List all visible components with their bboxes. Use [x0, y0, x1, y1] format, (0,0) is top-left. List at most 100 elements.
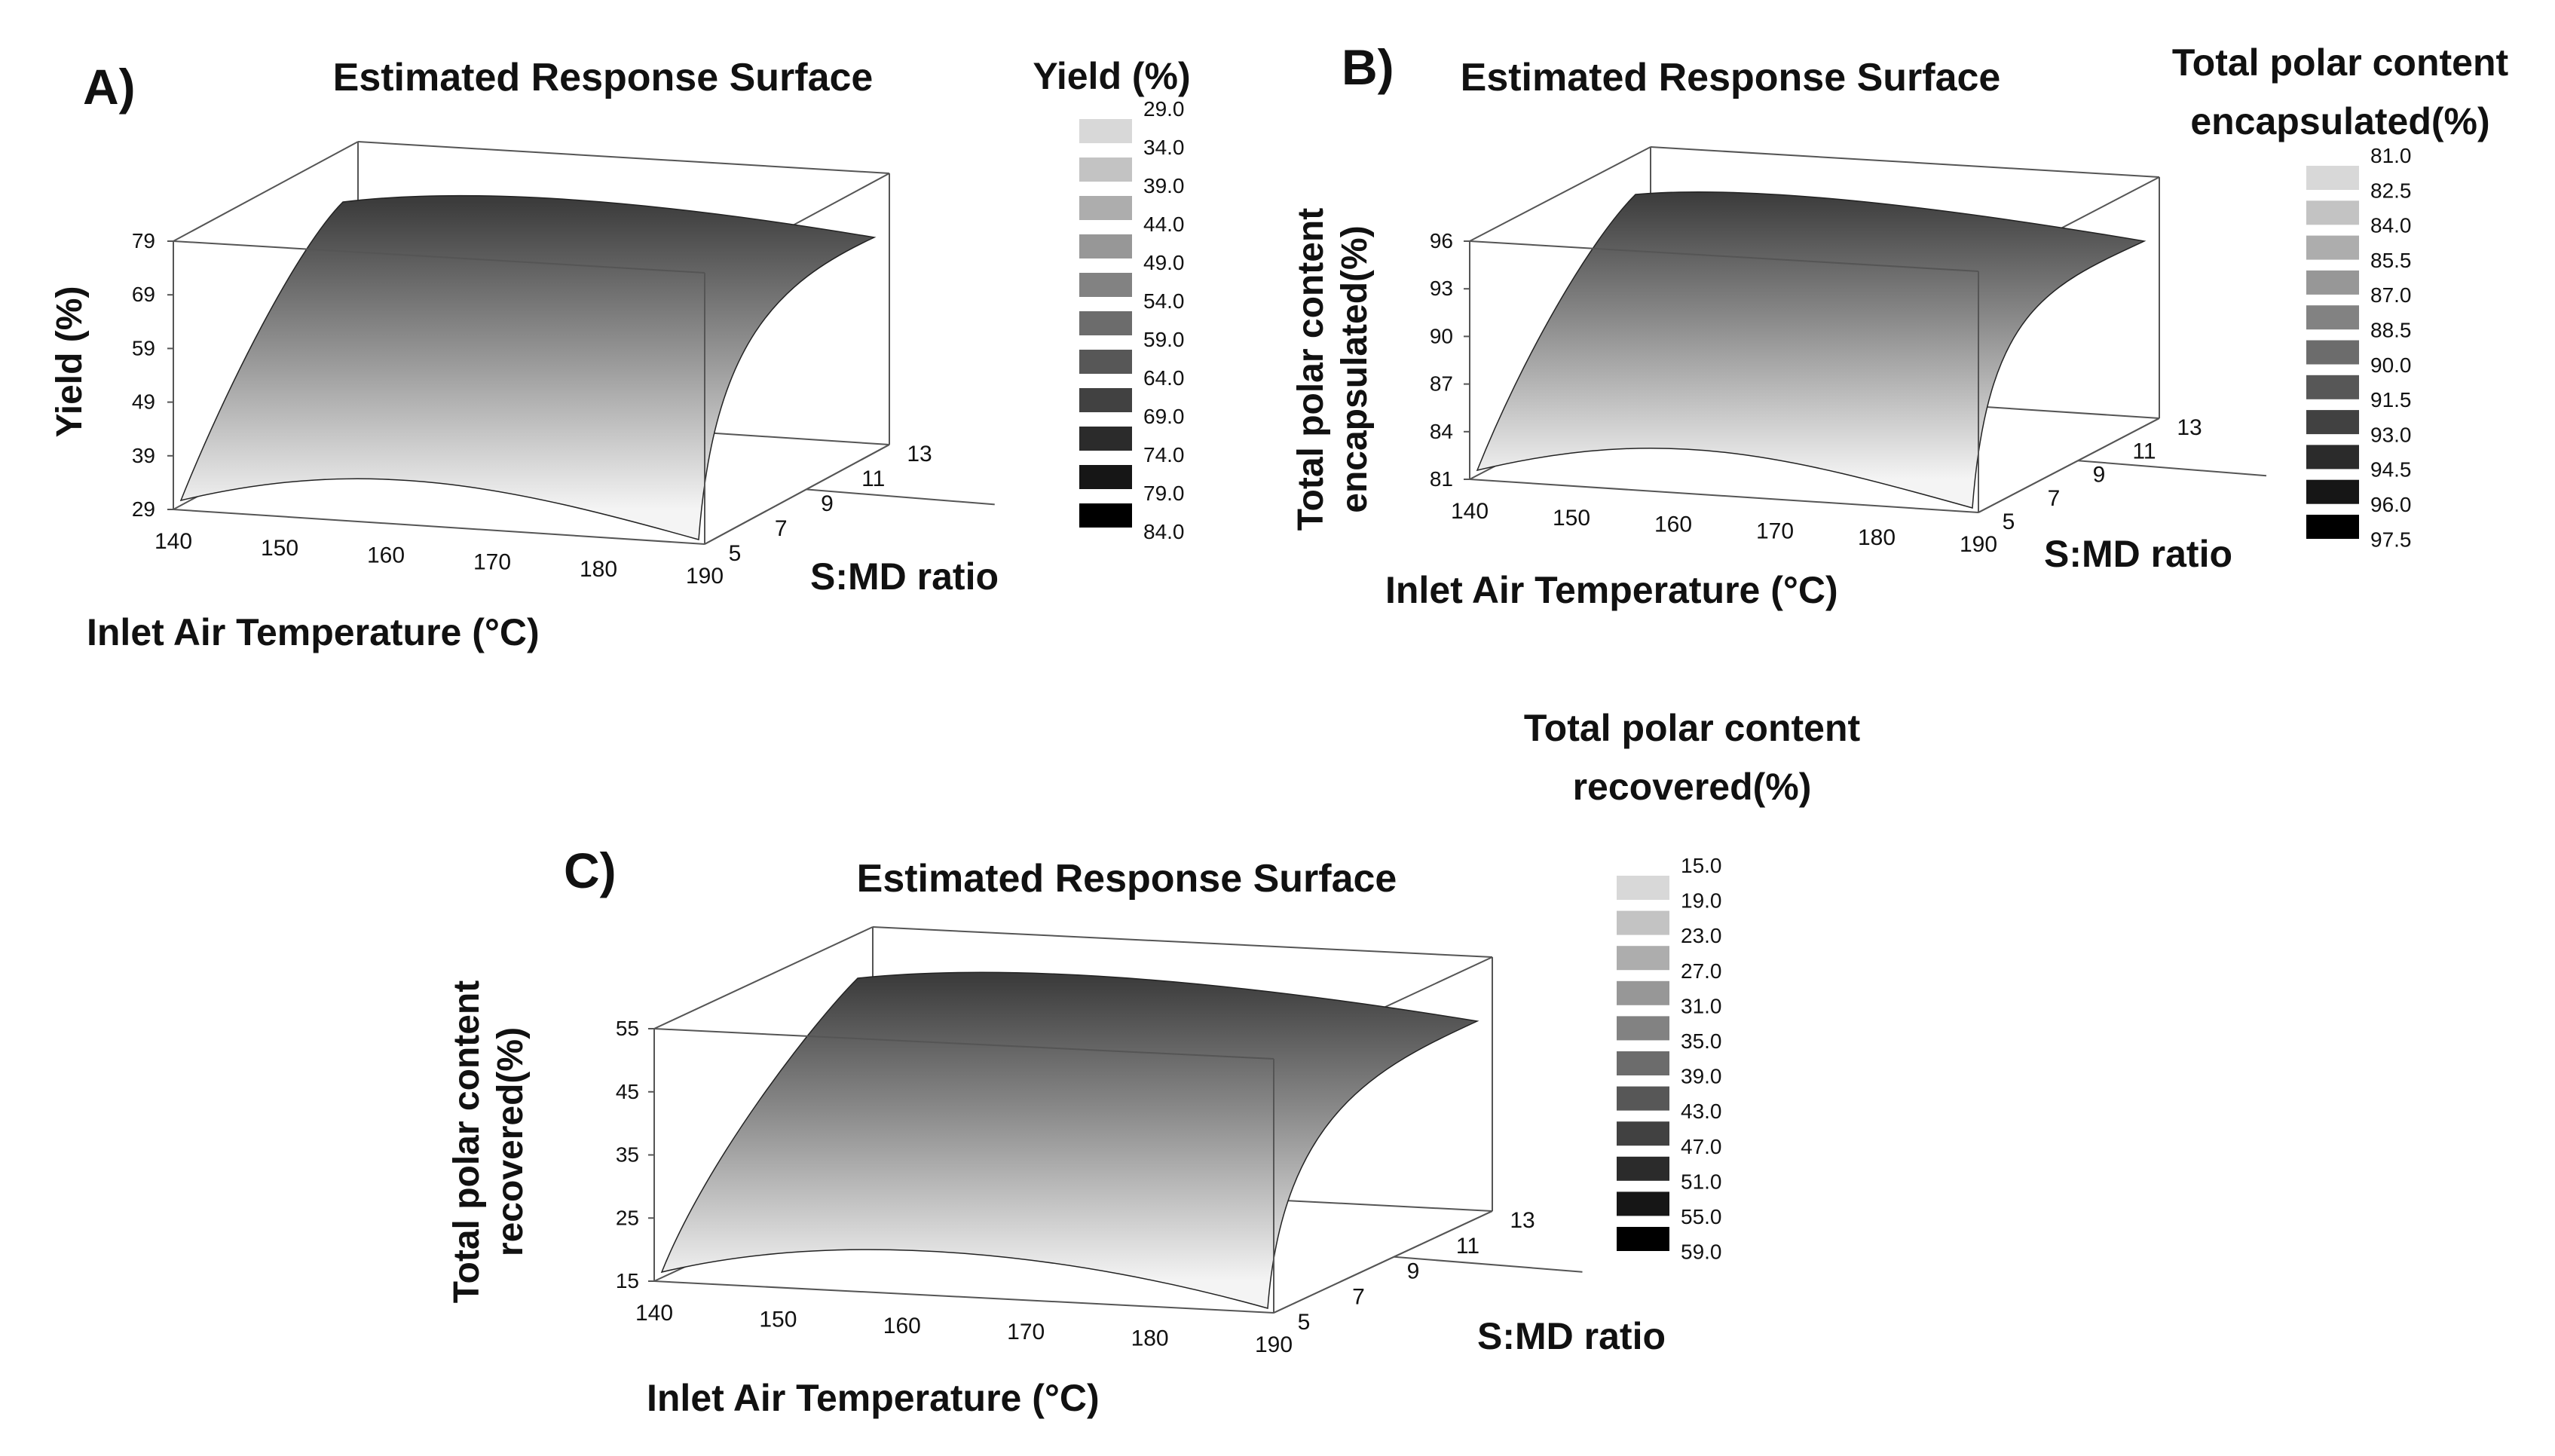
x-tick-label: 170	[473, 550, 511, 575]
legend-value: 81.0	[2370, 144, 2412, 167]
y-tick-label: 5	[1298, 1310, 1311, 1335]
x-tick-label: 160	[367, 543, 405, 567]
z-tick-label: 15	[616, 1269, 639, 1292]
box-edge	[1394, 1256, 1583, 1273]
y-tick-label: 5	[729, 541, 742, 566]
box-edge	[1469, 146, 1651, 242]
y-tick-label: 5	[2003, 509, 2015, 534]
z-tick-label: 25	[616, 1206, 639, 1229]
legend-value: 47.0	[1681, 1135, 1722, 1158]
legend-swatch	[2306, 375, 2359, 399]
legend-value: 43.0	[1681, 1100, 1722, 1123]
z-axis-label-line: encapsulated(%)	[1335, 225, 1375, 512]
x-tick-label: 180	[1858, 525, 1896, 550]
panel-label: A)	[83, 59, 136, 115]
legend-swatch	[1079, 196, 1132, 220]
box-edge	[653, 1028, 1274, 1060]
z-axis-label: Total polar content encapsulated(%)	[1291, 208, 1375, 531]
legend-value: 39.0	[1143, 174, 1185, 197]
box-edge	[653, 926, 874, 1029]
response-surface	[1476, 191, 2147, 509]
y-tick-label: 7	[2048, 486, 2061, 511]
z-axis-label: Yield (%)	[50, 286, 90, 438]
y-tick-label: 11	[861, 466, 885, 491]
x-tick-label: 160	[1654, 512, 1692, 537]
z-tick-label: 87	[1430, 372, 1453, 396]
z-tick-label: 93	[1430, 277, 1453, 300]
legend-value: 27.0	[1681, 959, 1722, 983]
z-tick-label: 39	[132, 444, 155, 467]
box-edge	[653, 1280, 1274, 1314]
x-axis-label: Inlet Air Temperature (°C)	[1385, 569, 1838, 611]
legend-value: 94.5	[2370, 458, 2412, 482]
legend-swatch	[1617, 1086, 1669, 1111]
x-tick-label: 160	[883, 1314, 921, 1338]
box-edge	[1978, 418, 2160, 513]
legend-value: 49.0	[1143, 251, 1185, 274]
x-tick-label: 180	[1131, 1326, 1169, 1351]
x-axis-label: Inlet Air Temperature (°C)	[87, 611, 540, 653]
legend-value: 96.0	[2370, 493, 2412, 516]
box-edge	[704, 444, 890, 545]
legend-swatch	[1079, 273, 1132, 297]
legend-swatch	[2306, 479, 2359, 504]
legend-value: 90.0	[2370, 353, 2412, 377]
legend-swatch	[1617, 1121, 1669, 1146]
box-edge	[357, 141, 890, 174]
z-tick-label: 35	[616, 1143, 639, 1167]
legend-swatch	[1079, 311, 1132, 335]
box-edge	[2077, 460, 2267, 477]
box-edge	[1650, 146, 2160, 178]
legend-swatch	[1079, 465, 1132, 489]
legend-value: 59.0	[1143, 328, 1185, 351]
y-tick-label: 9	[2093, 463, 2106, 488]
legend-value: 91.5	[2370, 388, 2412, 411]
y-tick-label: 13	[1510, 1208, 1535, 1233]
legend-value: 88.5	[2370, 319, 2412, 342]
legend-swatch	[1617, 910, 1669, 935]
legend-value: 59.0	[1681, 1240, 1722, 1264]
panel-label: B)	[1342, 39, 1394, 95]
y-tick-label: 11	[1456, 1234, 1479, 1259]
response-surface	[179, 194, 877, 540]
x-tick-label: 170	[1007, 1320, 1045, 1344]
legend-swatch	[1617, 1016, 1669, 1041]
legend-value: 19.0	[1681, 889, 1722, 913]
legend-value: 55.0	[1681, 1205, 1722, 1228]
legend-value: 82.5	[2370, 179, 2412, 202]
legend-swatch	[2306, 305, 2359, 330]
legend-swatch	[1079, 503, 1132, 528]
x-tick-label: 140	[635, 1301, 673, 1326]
chart-title: Estimated Response Surface	[333, 56, 874, 99]
legend-swatch	[2306, 166, 2359, 190]
legend-title: Total polar content	[1524, 707, 1861, 749]
legend-value: 64.0	[1143, 366, 1185, 390]
box-edge	[1469, 240, 1979, 272]
chart-title: Estimated Response Surface	[857, 857, 1397, 901]
legend-value: 93.0	[2370, 423, 2412, 446]
box-edge	[1273, 1210, 1493, 1314]
z-tick-label: 84	[1430, 420, 1453, 443]
x-tick-label: 150	[261, 536, 298, 561]
x-tick-label: 150	[759, 1307, 797, 1332]
box-edge	[872, 926, 1493, 958]
legend-value: 29.0	[1143, 97, 1185, 121]
legend-title: Yield (%)	[1033, 55, 1190, 97]
legend-value: 44.0	[1143, 213, 1185, 236]
x-tick-label: 190	[1255, 1332, 1293, 1357]
legend-swatch	[2306, 515, 2359, 539]
z-tick-label: 59	[132, 336, 155, 359]
legend-swatch	[1079, 119, 1132, 143]
legend-value: 15.0	[1681, 854, 1722, 877]
z-tick-label: 55	[616, 1017, 639, 1040]
legend-swatch	[2306, 445, 2359, 470]
z-tick-label: 90	[1430, 324, 1453, 347]
y-tick-label: 11	[2132, 439, 2156, 463]
legend-swatch	[1617, 1227, 1669, 1251]
z-tick-label: 49	[132, 390, 155, 414]
y-tick-label: 9	[1407, 1259, 1420, 1284]
legend-value: 39.0	[1681, 1065, 1722, 1088]
